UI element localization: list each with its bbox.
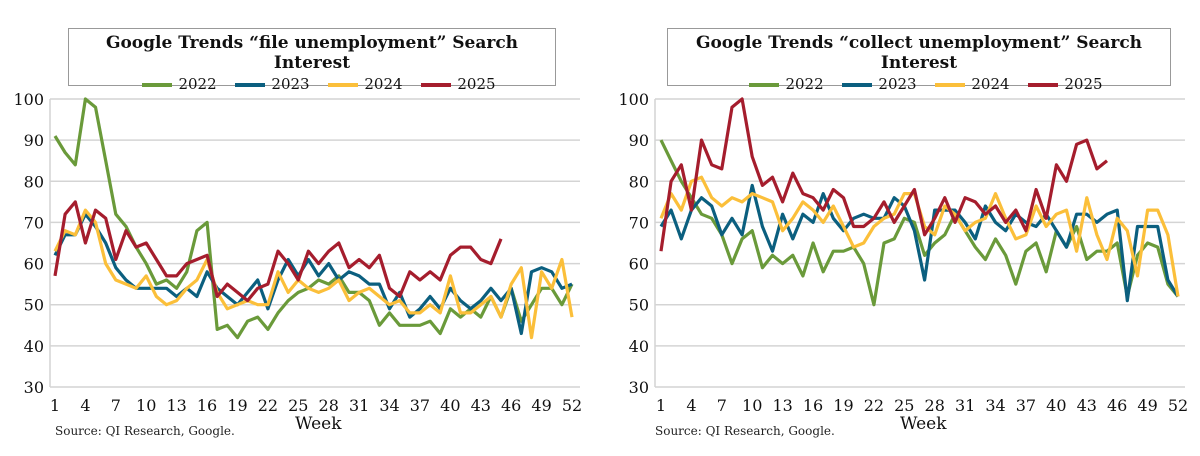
left-x-tick-label: 34 xyxy=(379,396,399,415)
left-x-tick-label: 1 xyxy=(50,396,60,415)
right-x-tick-label: 4 xyxy=(686,396,696,415)
right-y-tick-label: 80 xyxy=(629,172,649,191)
legend-label: 2023 xyxy=(878,75,917,93)
left-x-tick-label: 37 xyxy=(410,396,430,415)
left-series-2024 xyxy=(53,208,574,340)
legend-label: 2024 xyxy=(364,75,403,93)
legend-swatch-2022 xyxy=(142,83,173,87)
legend-swatch-2023 xyxy=(842,83,873,87)
left-x-axis-label: Week xyxy=(295,414,342,434)
legend-swatch-2023 xyxy=(235,83,266,87)
right-x-tick-label: 1 xyxy=(656,396,666,415)
left-y-tick-label: 100 xyxy=(13,90,44,109)
left-x-tick-label: 25 xyxy=(288,396,308,415)
left-x-tick-label: 28 xyxy=(319,396,339,415)
right-x-tick-label: 25 xyxy=(894,396,914,415)
left-x-tick-label: 43 xyxy=(471,396,491,415)
left-chart-title: Google Trends “file unemployment” Search… xyxy=(105,33,519,73)
right-chart-title-box: Google Trends “collect unemployment” Sea… xyxy=(667,28,1171,93)
left-source-note: Source: QI Research, Google. xyxy=(55,424,235,438)
left-x-tick-label: 4 xyxy=(80,396,90,415)
left-y-tick-label: 40 xyxy=(24,337,44,356)
legend-swatch-2024 xyxy=(328,83,359,87)
left-series-2022 xyxy=(53,97,574,340)
right-x-tick-label: 13 xyxy=(772,396,792,415)
left-x-tick-label: 16 xyxy=(197,396,217,415)
legend-label: 2022 xyxy=(178,75,217,93)
left-series-2023 xyxy=(53,212,573,336)
right-series-2025 xyxy=(659,97,1109,252)
right-x-tick-label: 31 xyxy=(955,396,975,415)
right-x-tick-label: 22 xyxy=(864,396,884,415)
left-chart-title-box: Google Trends “file unemployment” Search… xyxy=(68,28,556,93)
left-x-tick-label: 52 xyxy=(562,396,582,415)
legend-swatch-2025 xyxy=(421,83,452,87)
right-series-2022 xyxy=(659,139,1180,307)
legend-swatch-2025 xyxy=(1028,83,1059,87)
right-x-tick-label: 43 xyxy=(1077,396,1097,415)
right-x-tick-label: 7 xyxy=(717,396,727,415)
right-x-tick-label: 34 xyxy=(985,396,1005,415)
legend-label: 2024 xyxy=(971,75,1010,93)
right-legend: 2022 2023 2024 2025 xyxy=(668,75,1170,93)
right-y-tick-label: 30 xyxy=(629,378,649,397)
right-y-tick-label: 70 xyxy=(629,213,649,232)
right-x-tick-label: 16 xyxy=(803,396,823,415)
legend-label: 2025 xyxy=(457,75,496,93)
right-y-tick-label: 40 xyxy=(629,337,649,356)
left-y-tick-label: 80 xyxy=(24,172,44,191)
left-series-2025 xyxy=(53,200,503,303)
right-x-tick-label: 40 xyxy=(1046,396,1066,415)
legend-swatch-2024 xyxy=(935,83,966,87)
left-x-tick-label: 49 xyxy=(531,396,551,415)
right-x-axis-label: Week xyxy=(900,414,947,434)
left-x-tick-label: 22 xyxy=(258,396,278,415)
right-y-tick-label: 100 xyxy=(618,90,649,109)
legend-label: 2025 xyxy=(1064,75,1103,93)
right-x-tick-label: 52 xyxy=(1168,396,1188,415)
left-x-tick-label: 31 xyxy=(349,396,369,415)
left-x-tick-label: 46 xyxy=(501,396,521,415)
right-x-tick-label: 46 xyxy=(1107,396,1127,415)
left-legend: 2022 2023 2024 2025 xyxy=(69,75,555,93)
right-y-tick-label: 90 xyxy=(629,131,649,150)
right-x-tick-label: 10 xyxy=(742,396,762,415)
right-x-tick-label: 19 xyxy=(833,396,853,415)
legend-label: 2022 xyxy=(785,75,824,93)
right-x-tick-label: 28 xyxy=(925,396,945,415)
right-x-tick-label: 37 xyxy=(1016,396,1036,415)
left-y-tick-label: 50 xyxy=(24,296,44,315)
left-x-tick-label: 13 xyxy=(166,396,186,415)
left-x-tick-label: 19 xyxy=(227,396,247,415)
right-source-note: Source: QI Research, Google. xyxy=(655,424,835,438)
legend-swatch-2022 xyxy=(749,83,780,87)
left-y-tick-label: 60 xyxy=(24,255,44,274)
left-y-tick-label: 30 xyxy=(24,378,44,397)
left-y-tick-label: 90 xyxy=(24,131,44,150)
legend-label: 2023 xyxy=(271,75,310,93)
right-x-tick-label: 49 xyxy=(1137,396,1157,415)
left-x-tick-label: 10 xyxy=(136,396,156,415)
right-y-tick-label: 60 xyxy=(629,255,649,274)
left-y-tick-label: 70 xyxy=(24,213,44,232)
left-x-tick-label: 40 xyxy=(440,396,460,415)
right-y-tick-label: 50 xyxy=(629,296,649,315)
right-chart-title: Google Trends “collect unemployment” Sea… xyxy=(695,33,1143,73)
left-x-tick-label: 7 xyxy=(111,396,121,415)
